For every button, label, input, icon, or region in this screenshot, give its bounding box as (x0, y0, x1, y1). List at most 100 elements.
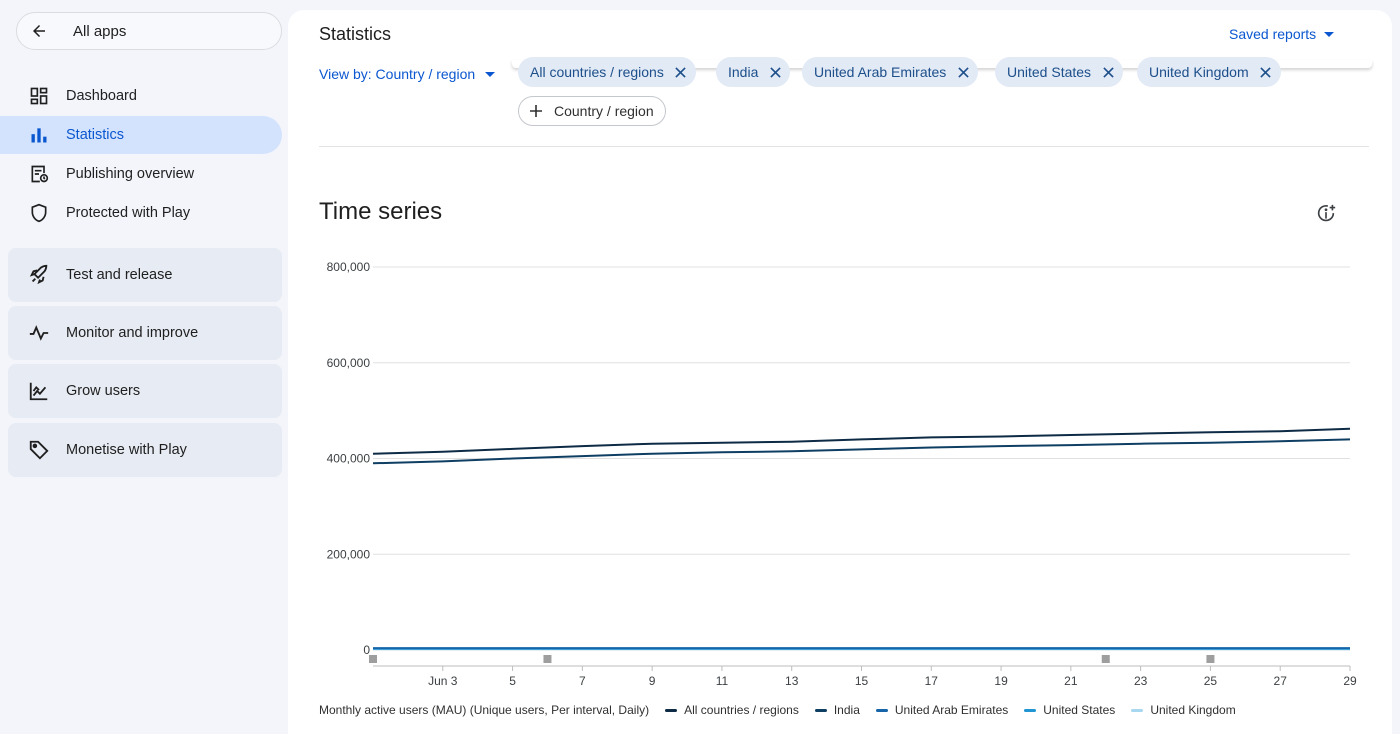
x-tick-label: 15 (855, 674, 869, 688)
filter-chip-label: All countries / regions (530, 64, 664, 80)
add-chip-label: Country / region (554, 103, 654, 119)
all-apps-button[interactable]: All apps (16, 12, 282, 50)
saved-reports-label: Saved reports (1229, 26, 1317, 42)
legend-swatch (1131, 708, 1144, 712)
sidebar-item-label: Publishing overview (66, 166, 195, 182)
x-tick-label: 7 (579, 674, 586, 688)
sidebar-item-label: Statistics (66, 127, 125, 143)
info-icon[interactable] (1313, 201, 1339, 227)
dropdown-caret-icon (485, 71, 496, 77)
filter-chip[interactable]: All countries / regions (518, 57, 696, 87)
legend-label: United Kingdom (1150, 703, 1236, 717)
legend-label: United Arab Emirates (894, 703, 1009, 717)
event-marker (1101, 655, 1110, 663)
sidebar-item-dashboard[interactable]: Dashboard (0, 77, 282, 115)
y-tick-label: 600,000 (327, 356, 371, 370)
sidebar-item-publishing-overview[interactable]: Publishing overview (0, 155, 282, 193)
y-tick-label: 0 (363, 643, 370, 657)
sidebar-group-monetise-with-play[interactable]: Monetise with Play (8, 423, 282, 477)
filter-chip-label: United States (1007, 64, 1092, 80)
legend-description: Monthly active users (MAU) (Unique users… (319, 703, 650, 717)
all-apps-label: All apps (73, 22, 127, 40)
sidebar-group-label: Monitor and improve (66, 325, 199, 341)
x-tick-label: 29 (1343, 674, 1357, 688)
filter-chip[interactable]: United Arab Emirates (802, 57, 979, 87)
x-tick-label: 13 (785, 674, 799, 688)
sidebar-item-label: Protected with Play (66, 205, 191, 221)
sidebar-group-grow-users[interactable]: Grow users (8, 364, 282, 418)
close-icon[interactable] (1257, 63, 1275, 81)
x-tick-label: 5 (509, 674, 516, 688)
sidebar-group-monitor-and-improve[interactable]: Monitor and improve (8, 306, 282, 360)
close-icon[interactable] (766, 63, 784, 81)
close-icon[interactable] (1099, 63, 1117, 81)
dropdown-caret-icon (1324, 31, 1335, 37)
shield-icon (28, 202, 50, 224)
add-country-region-chip[interactable]: Country / region (518, 96, 666, 126)
tag-icon (28, 439, 50, 461)
sidebar: All apps Dashboard Statistics Publishing… (0, 0, 290, 734)
legend-entry[interactable]: All countries / regions (665, 703, 799, 717)
chart-legend: Monthly active users (MAU) (Unique users… (319, 703, 1252, 717)
x-tick-label: 17 (925, 674, 939, 688)
legend-entry[interactable]: United Arab Emirates (875, 703, 1009, 717)
legend-swatch (1024, 708, 1037, 712)
rocket-icon (28, 264, 50, 286)
legend-swatch (875, 708, 888, 712)
x-tick-label: Jun 3 (428, 674, 458, 688)
publishing-icon (28, 163, 50, 185)
x-tick-label: 27 (1274, 674, 1288, 688)
filter-chip[interactable]: India (716, 57, 791, 87)
x-tick-label: 21 (1064, 674, 1078, 688)
legend-swatch (814, 708, 827, 712)
close-icon[interactable] (954, 63, 972, 81)
sidebar-item-protected-with-play[interactable]: Protected with Play (0, 194, 282, 232)
view-by-label: View by: Country / region (319, 66, 476, 82)
sidebar-group-label: Monetise with Play (66, 442, 187, 458)
time-series-title: Time series (319, 198, 443, 225)
legend-label: All countries / regions (684, 703, 799, 717)
pulse-icon (28, 322, 50, 344)
filter-chip-label: United Arab Emirates (814, 64, 947, 80)
series-line (372, 438, 1351, 465)
y-tick-label: 200,000 (327, 547, 371, 561)
event-marker (1206, 655, 1215, 663)
legend-entry[interactable]: India (814, 703, 860, 717)
filter-chip-label: United Kingdom (1149, 64, 1249, 80)
sidebar-group-test-and-release[interactable]: Test and release (8, 248, 282, 302)
event-marker (369, 655, 377, 663)
x-tick-label: 19 (994, 674, 1008, 688)
y-tick-label: 800,000 (327, 260, 371, 274)
x-tick-label: 25 (1204, 674, 1218, 688)
page-title: Statistics (319, 24, 392, 44)
time-series-chart: 800,000 600,000 400,000 200,000 0 Jun 3 5 7 9 11 1… (327, 260, 1357, 688)
filter-chip[interactable]: United States (995, 57, 1124, 87)
series-line (372, 427, 1351, 455)
sidebar-group-label: Test and release (66, 267, 173, 283)
legend-entry[interactable]: United Kingdom (1131, 703, 1236, 717)
close-icon[interactable] (672, 63, 690, 81)
sidebar-group-label: Grow users (66, 383, 141, 399)
plus-icon (528, 103, 544, 119)
event-marker (543, 655, 552, 663)
growth-icon (28, 380, 50, 402)
filter-chip-label: India (728, 64, 759, 80)
section-divider (319, 146, 1369, 147)
view-by-dropdown[interactable]: View by: Country / region (319, 66, 496, 82)
back-arrow-icon (17, 22, 61, 40)
legend-entry[interactable]: United States (1024, 703, 1115, 717)
x-tick-label: 23 (1134, 674, 1148, 688)
sidebar-item-label: Dashboard (66, 88, 137, 104)
dashboard-icon (28, 85, 50, 107)
legend-label: United States (1043, 703, 1116, 717)
filter-chip[interactable]: United Kingdom (1137, 57, 1281, 87)
y-tick-label: 400,000 (327, 452, 371, 466)
bar-chart-icon (28, 124, 50, 146)
main-panel: Statistics Saved reports View by: Countr… (288, 10, 1392, 734)
x-tick-label: 9 (649, 674, 656, 688)
saved-reports-button[interactable]: Saved reports (1229, 26, 1335, 42)
x-tick-label: 11 (716, 674, 729, 688)
legend-swatch (665, 708, 678, 712)
sidebar-item-statistics[interactable]: Statistics (0, 116, 282, 154)
legend-label: India (833, 703, 860, 717)
